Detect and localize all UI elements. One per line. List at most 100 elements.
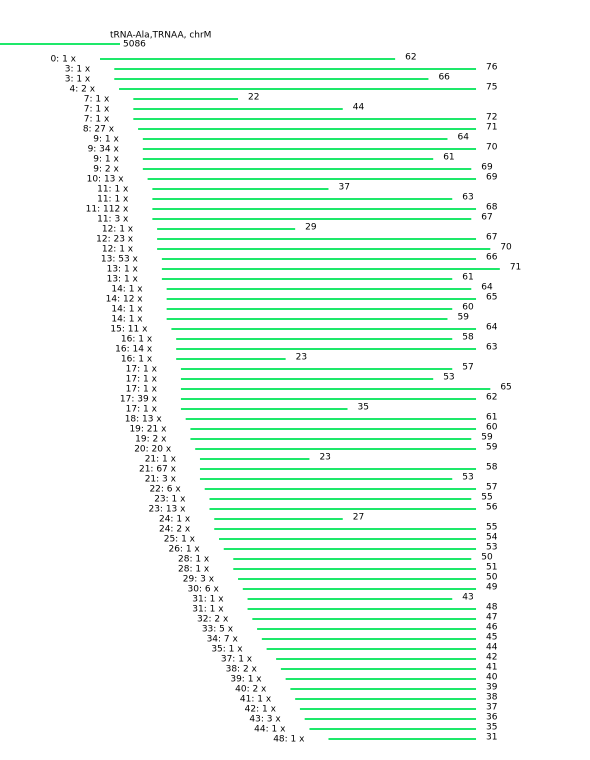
read-length: 31 xyxy=(486,733,497,743)
read-label: 39: 1 x xyxy=(230,675,262,685)
read-length: 47 xyxy=(486,613,497,623)
read-length: 71 xyxy=(510,263,521,273)
read-label: 12: 23 x xyxy=(96,235,134,245)
read-label: 16: 14 x xyxy=(115,345,153,355)
read-label: 7: 1 x xyxy=(84,115,110,125)
read-label: 28: 1 x xyxy=(178,565,210,575)
read-length: 53 xyxy=(443,373,454,383)
read-label: 44: 1 x xyxy=(254,725,286,735)
read-length: 72 xyxy=(486,113,497,123)
read-length: 23 xyxy=(296,353,307,363)
read-length: 66 xyxy=(438,73,450,83)
read-label: 18: 13 x xyxy=(125,415,163,425)
read-label: 17: 1 x xyxy=(126,375,158,385)
read-label: 13: 53 x xyxy=(101,255,139,265)
read-label: 11: 112 x xyxy=(86,205,129,215)
read-label: 17: 1 x xyxy=(126,405,158,415)
read-length: 27 xyxy=(353,513,364,523)
read-length: 40 xyxy=(486,673,498,683)
read-length: 46 xyxy=(486,623,498,633)
read-length: 53 xyxy=(486,543,497,553)
read-length: 42 xyxy=(486,653,497,663)
read-length: 48 xyxy=(486,603,498,613)
read-length: 56 xyxy=(486,503,498,513)
read-length: 57 xyxy=(462,363,473,373)
read-label: 21: 1 x xyxy=(145,455,177,465)
read-label: 7: 1 x xyxy=(84,105,110,115)
read-label: 42: 1 x xyxy=(245,705,277,715)
read-length: 43 xyxy=(462,593,473,603)
read-label: 9: 34 x xyxy=(88,145,120,155)
read-label: 24: 1 x xyxy=(159,515,191,525)
read-length: 70 xyxy=(486,143,498,153)
read-label: 21: 67 x xyxy=(139,465,177,475)
read-length: 54 xyxy=(486,533,498,543)
read-length: 63 xyxy=(486,343,497,353)
read-length: 71 xyxy=(486,123,497,133)
read-label: 3: 1 x xyxy=(65,75,91,85)
read-label: 31: 1 x xyxy=(192,595,224,605)
read-length: 69 xyxy=(486,173,498,183)
read-label: 34: 7 x xyxy=(207,635,239,645)
read-length: 64 xyxy=(486,323,498,333)
read-label: 9: 1 x xyxy=(93,155,119,165)
read-label: 48: 1 x xyxy=(273,735,305,745)
read-label: 32: 2 x xyxy=(197,615,229,625)
read-label: 43: 3 x xyxy=(249,715,281,725)
total: 5086 xyxy=(123,40,146,50)
read-label: 22: 6 x xyxy=(149,485,181,495)
read-length: 63 xyxy=(462,193,473,203)
read-label: 14: 1 x xyxy=(111,305,143,315)
read-label: 40: 2 x xyxy=(235,685,267,695)
read-length: 50 xyxy=(486,573,498,583)
read-length: 35 xyxy=(358,403,369,413)
read-label: 28: 1 x xyxy=(178,555,210,565)
read-length: 57 xyxy=(486,483,497,493)
read-length: 62 xyxy=(405,53,416,63)
read-length: 45 xyxy=(486,633,497,643)
read-length: 65 xyxy=(486,293,497,303)
read-label: 12: 1 x xyxy=(102,225,134,235)
read-length: 50 xyxy=(481,553,493,563)
read-label: 12: 1 x xyxy=(102,245,134,255)
read-length: 67 xyxy=(481,213,492,223)
read-label: 11: 3 x xyxy=(97,215,129,225)
read-length: 61 xyxy=(462,273,473,283)
read-length: 44 xyxy=(353,103,365,113)
read-label: 17: 39 x xyxy=(120,395,158,405)
read-label: 29: 3 x xyxy=(183,575,215,585)
read-length: 39 xyxy=(486,683,498,693)
read-label: 30: 6 x xyxy=(188,585,220,595)
read-label: 21: 3 x xyxy=(145,475,177,485)
read-length: 60 xyxy=(486,423,498,433)
read-label: 33: 5 x xyxy=(202,625,234,635)
read-label: 31: 1 x xyxy=(192,605,224,615)
read-length: 58 xyxy=(486,463,498,473)
read-length: 65 xyxy=(500,383,511,393)
read-length: 41 xyxy=(486,663,497,673)
read-length: 66 xyxy=(486,253,498,263)
read-label: 16: 1 x xyxy=(121,335,153,345)
read-label: 14: 1 x xyxy=(111,315,143,325)
read-length: 59 xyxy=(486,443,498,453)
read-length: 23 xyxy=(319,453,330,463)
read-label: 13: 1 x xyxy=(107,265,139,275)
read-label: 23: 13 x xyxy=(148,505,186,515)
read-label: 37: 1 x xyxy=(221,655,253,665)
read-label: 24: 2 x xyxy=(159,525,191,535)
read-length: 53 xyxy=(462,473,473,483)
title: tRNA-Ala,TRNAA, chrM xyxy=(110,31,211,41)
read-label: 14: 12 x xyxy=(106,295,144,305)
read-length: 44 xyxy=(486,643,498,653)
read-label: 14: 1 x xyxy=(111,285,143,295)
read-label: 35: 1 x xyxy=(211,645,243,655)
read-label: 25: 1 x xyxy=(164,535,196,545)
read-label: 15: 11 x xyxy=(110,325,148,335)
read-label: 26: 1 x xyxy=(168,545,200,555)
read-length: 70 xyxy=(500,243,512,253)
read-length: 75 xyxy=(486,83,497,93)
read-label: 19: 2 x xyxy=(135,435,167,445)
read-length: 76 xyxy=(486,63,498,73)
